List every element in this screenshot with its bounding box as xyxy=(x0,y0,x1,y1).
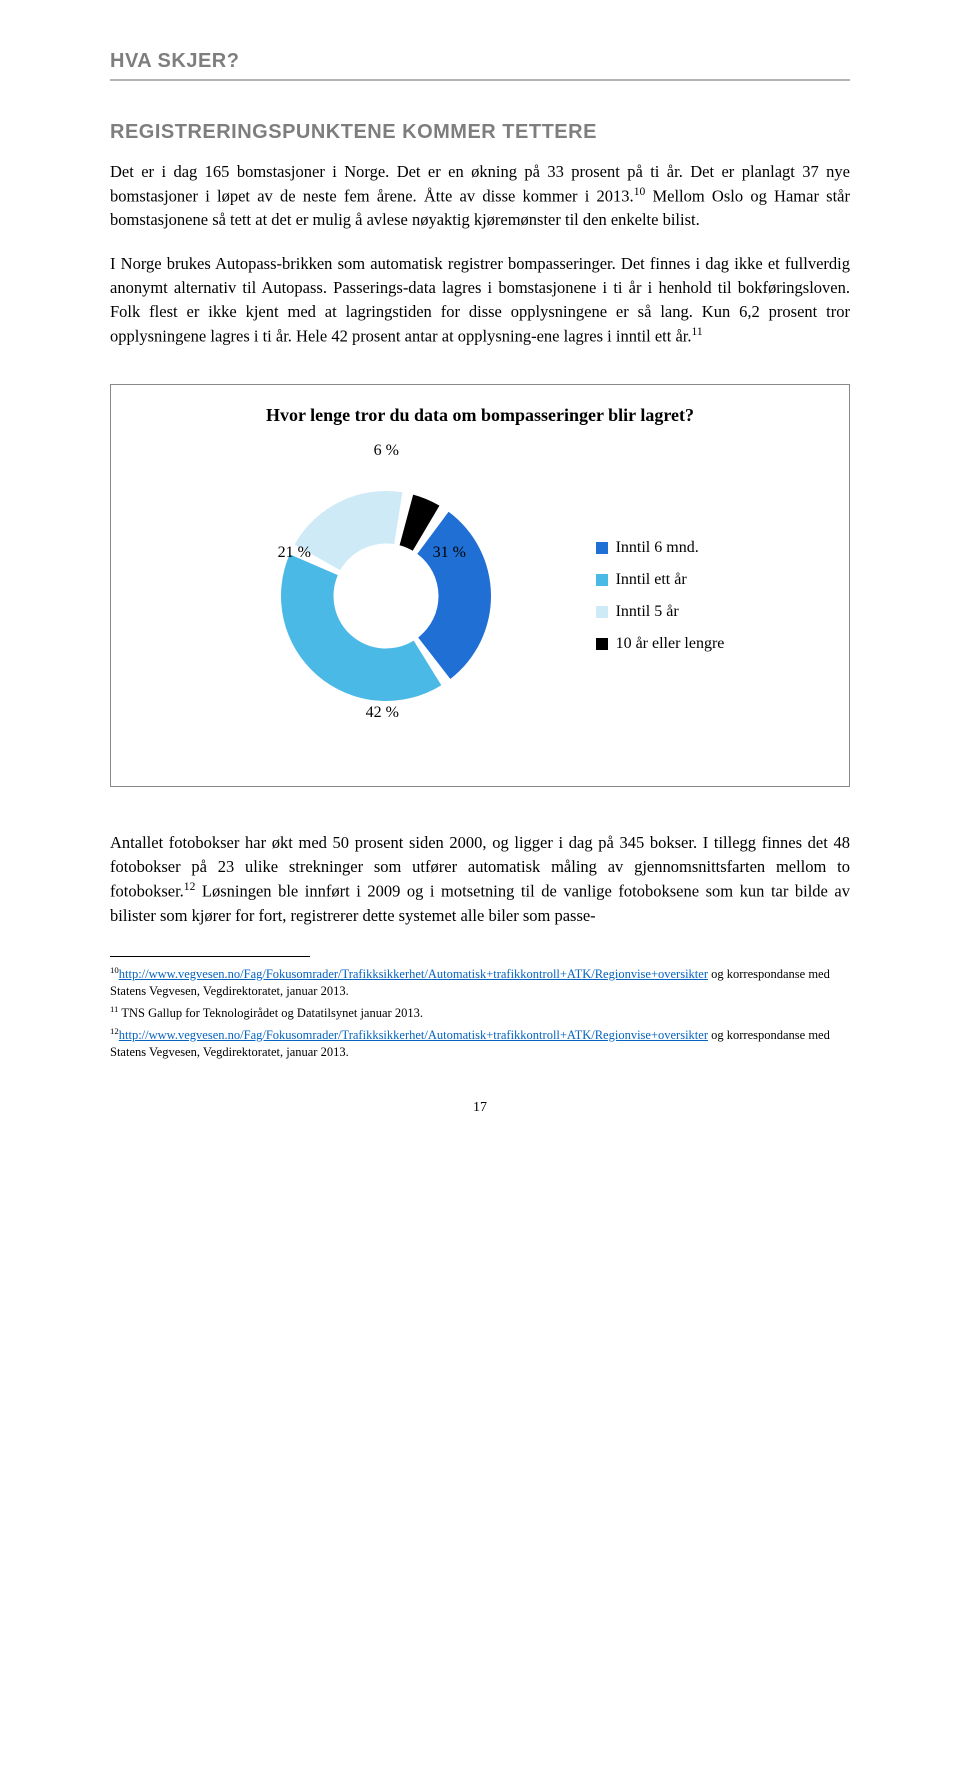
chart-legend: Inntil 6 mnd. Inntil ett år Inntil 5 år … xyxy=(596,539,725,653)
legend-swatch-2 xyxy=(596,606,608,618)
footnote-separator xyxy=(110,956,310,957)
sup-12: 12 xyxy=(184,881,196,893)
paragraph-2: I Norge brukes Autopass-brikken som auto… xyxy=(110,252,850,348)
paragraph-2a: I Norge brukes Autopass-brikken som auto… xyxy=(110,254,850,345)
footnote-10-link[interactable]: http://www.vegvesen.no/Fag/Fokusomrader/… xyxy=(119,967,708,981)
paragraph-3b: Løsningen ble innført i 2009 og i motset… xyxy=(110,882,850,925)
slice-label-6: 6 % xyxy=(374,442,399,460)
paragraph-3: Antallet fotobokser har økt med 50 prose… xyxy=(110,831,850,927)
legend-item-2: Inntil 5 år xyxy=(596,603,725,621)
donut-slice-1 xyxy=(281,555,441,702)
sup-11: 11 xyxy=(691,326,702,338)
slice-label-21: 21 % xyxy=(278,544,311,562)
donut-slice-0 xyxy=(417,512,491,679)
slice-label-42: 42 % xyxy=(366,704,399,722)
header-divider xyxy=(110,79,850,81)
legend-item-3: 10 år eller lengre xyxy=(596,635,725,653)
fn-num-12: 12 xyxy=(110,1026,119,1036)
donut-wrap: 6 % 31 % 42 % 21 % xyxy=(236,436,536,756)
legend-label-2: Inntil 5 år xyxy=(616,603,679,621)
chart-container: Hvor lenge tror du data om bompasseringe… xyxy=(110,384,850,787)
legend-label-3: 10 år eller lengre xyxy=(616,635,725,653)
page-number: 17 xyxy=(110,1100,850,1116)
legend-swatch-0 xyxy=(596,542,608,554)
chart-title: Hvor lenge tror du data om bompasseringe… xyxy=(131,405,829,426)
section-title: REGISTRERINGSPUNKTENE KOMMER TETTERE xyxy=(110,121,850,144)
legend-label-1: Inntil ett år xyxy=(616,571,687,589)
chart-content: 6 % 31 % 42 % 21 % Inntil 6 mnd. Inntil … xyxy=(131,436,829,756)
sup-10: 10 xyxy=(634,186,646,198)
footnote-10: 10http://www.vegvesen.no/Fag/Fokusomrade… xyxy=(110,965,850,1000)
fn-num-10: 10 xyxy=(110,965,119,975)
legend-item-1: Inntil ett år xyxy=(596,571,725,589)
legend-item-0: Inntil 6 mnd. xyxy=(596,539,725,557)
slice-label-31: 31 % xyxy=(433,544,466,562)
legend-label-0: Inntil 6 mnd. xyxy=(616,539,699,557)
footnote-11-text: TNS Gallup for Teknologirådet og Datatil… xyxy=(118,1006,423,1020)
page-header-title: HVA SKJER? xyxy=(110,50,850,73)
footnote-12: 12http://www.vegvesen.no/Fag/Fokusomrade… xyxy=(110,1026,850,1061)
paragraph-1: Det er i dag 165 bomstasjoner i Norge. D… xyxy=(110,160,850,232)
legend-swatch-3 xyxy=(596,638,608,650)
footnote-12-link[interactable]: http://www.vegvesen.no/Fag/Fokusomrader/… xyxy=(119,1028,708,1042)
footnote-11: 11 TNS Gallup for Teknologirådet og Data… xyxy=(110,1004,850,1022)
legend-swatch-1 xyxy=(596,574,608,586)
